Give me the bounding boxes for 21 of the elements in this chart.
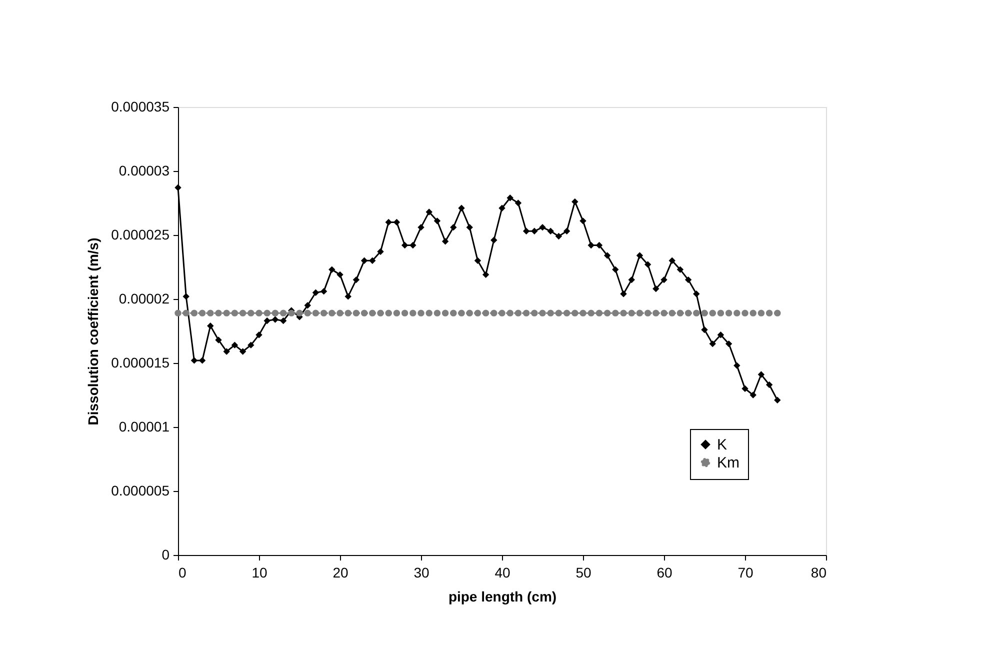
x-tick-label: 0 bbox=[178, 564, 186, 580]
y-tick-label: 0.00002 bbox=[118, 290, 170, 306]
y-tick-label: 0.00001 bbox=[118, 418, 170, 434]
x-tick-label: 20 bbox=[332, 564, 348, 580]
legend-label: Km bbox=[717, 454, 740, 472]
x-tick-label: 60 bbox=[656, 564, 672, 580]
x-tick-label: 40 bbox=[494, 564, 510, 580]
x-tick-label: 70 bbox=[738, 564, 754, 580]
y-tick-label: 0.000015 bbox=[111, 354, 170, 370]
y-axis-title: Dissolution coefficient (m/s) bbox=[85, 238, 102, 426]
x-tick-label: 10 bbox=[252, 564, 268, 580]
legend-label: K bbox=[717, 436, 728, 454]
y-tick-label: 0.000035 bbox=[111, 98, 170, 114]
x-tick-label: 30 bbox=[414, 564, 430, 580]
y-tick-label: 0 bbox=[162, 546, 170, 562]
y-tick-label: 0.000025 bbox=[111, 226, 170, 242]
x-tick-label: 80 bbox=[810, 564, 827, 580]
y-tick-label: 0.00003 bbox=[118, 162, 170, 178]
x-tick-label: 50 bbox=[576, 564, 592, 580]
x-axis-title: pipe length (cm) bbox=[448, 588, 557, 604]
y-tick-label: 0.000005 bbox=[111, 482, 170, 498]
